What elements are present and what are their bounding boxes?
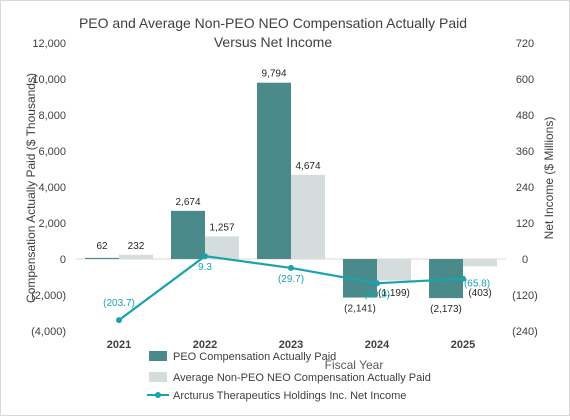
x-tick-label: 2021 xyxy=(107,339,131,351)
net-income-point xyxy=(374,280,380,287)
net-income-line-group xyxy=(116,253,466,324)
y-left-tick-label: 0 xyxy=(60,254,66,266)
bar-peo xyxy=(85,257,119,259)
legend-marker-net-income xyxy=(155,392,161,398)
legend-swatch-non-peo xyxy=(149,372,167,382)
bar-peo xyxy=(257,82,291,259)
x-tick-label: 2024 xyxy=(365,339,390,351)
x-tick-label: 2022 xyxy=(193,339,217,351)
y-right-tick-label: 0 xyxy=(522,254,528,266)
net-income-point xyxy=(116,317,122,324)
bars-group xyxy=(85,82,497,299)
y-left-tick-label: 8,000 xyxy=(38,110,66,122)
x-axis-label: Fiscal Year xyxy=(325,358,384,372)
chart-title-line-1: PEO and Average Non-PEO NEO Compensation… xyxy=(79,15,467,31)
data-label-peo: 62 xyxy=(96,241,108,252)
data-label-peo: 9,794 xyxy=(261,69,286,80)
y-right-tick-label: 240 xyxy=(516,182,534,194)
y-axis-left: (4,000) (2,000) 0 2,000 4,000 6,000 8,000 10,00… xyxy=(31,38,66,338)
legend-label-non-peo: Average Non-PEO NEO Compensation Actuall… xyxy=(173,372,431,384)
y-left-tick-label: 4,000 xyxy=(38,182,66,194)
net-income-point xyxy=(460,275,466,282)
y-left-tick-label: 10,000 xyxy=(32,74,66,86)
data-label-non-peo: 1,257 xyxy=(209,222,234,233)
data-label-peo: (2,141) xyxy=(344,304,376,315)
y-axis-right: (240) (120) 0 120 240 360 480 600 720 xyxy=(512,38,538,338)
y-axis-left-label: Compensation Actually Paid ($ Thousands) xyxy=(24,73,38,303)
bar-non-peo xyxy=(463,259,497,267)
data-labels: 62 2,674 9,794 (2,141) (2,173) 232 1,257 4,674 (… xyxy=(96,69,491,315)
data-label-net-income: 9.3 xyxy=(198,262,212,273)
legend-label-peo: PEO Compensation Actually Paid xyxy=(173,351,336,363)
data-label-net-income: (203.7) xyxy=(103,298,135,309)
y-right-tick-label: 120 xyxy=(516,218,534,230)
y-axis-right-label: Net Income ($ Millions) xyxy=(542,117,556,240)
data-label-non-peo: 4,674 xyxy=(295,161,320,172)
y-right-tick-label: 480 xyxy=(516,110,534,122)
chart-title-line-2: Versus Net Income xyxy=(214,34,332,50)
legend-label-net-income: Arcturus Therapeutics Holdings Inc. Net … xyxy=(173,390,406,402)
net-income-point xyxy=(288,264,294,271)
data-label-peo: (2,173) xyxy=(430,304,462,315)
y-right-tick-label: (240) xyxy=(512,326,538,338)
net-income-point xyxy=(202,253,208,260)
legend: PEO Compensation Actually Paid Average N… xyxy=(147,351,431,402)
x-axis-tick-labels: 2021 2022 2023 2024 2025 xyxy=(107,339,475,351)
y-left-tick-label: 6,000 xyxy=(38,146,66,158)
bar-non-peo xyxy=(291,174,325,259)
y-right-tick-label: (120) xyxy=(512,290,538,302)
data-label-net-income: (29.7) xyxy=(278,274,304,285)
legend-swatch-peo xyxy=(149,351,167,361)
data-label-non-peo: 232 xyxy=(128,241,145,252)
y-right-tick-label: 600 xyxy=(516,74,534,86)
bar-non-peo xyxy=(119,254,153,259)
x-tick-label: 2025 xyxy=(451,339,475,351)
y-left-tick-label: (2,000) xyxy=(31,290,66,302)
y-right-tick-label: 360 xyxy=(516,146,534,158)
y-left-tick-label: (4,000) xyxy=(31,326,66,338)
bar-non-peo xyxy=(377,259,411,281)
y-left-tick-label: 12,000 xyxy=(32,38,66,50)
data-label-non-peo: (403) xyxy=(468,288,491,299)
data-label-peo: 2,674 xyxy=(175,197,200,208)
bar-peo xyxy=(171,210,205,259)
x-tick-label: 2023 xyxy=(279,339,303,351)
data-label-net-income: (80.9) xyxy=(364,289,390,300)
bar-non-peo xyxy=(205,236,239,259)
y-right-tick-label: 720 xyxy=(516,38,534,50)
data-label-net-income: (65.8) xyxy=(464,279,490,290)
y-left-tick-label: 2,000 xyxy=(38,218,66,230)
data-label-non-peo: (1,199) xyxy=(378,288,410,299)
